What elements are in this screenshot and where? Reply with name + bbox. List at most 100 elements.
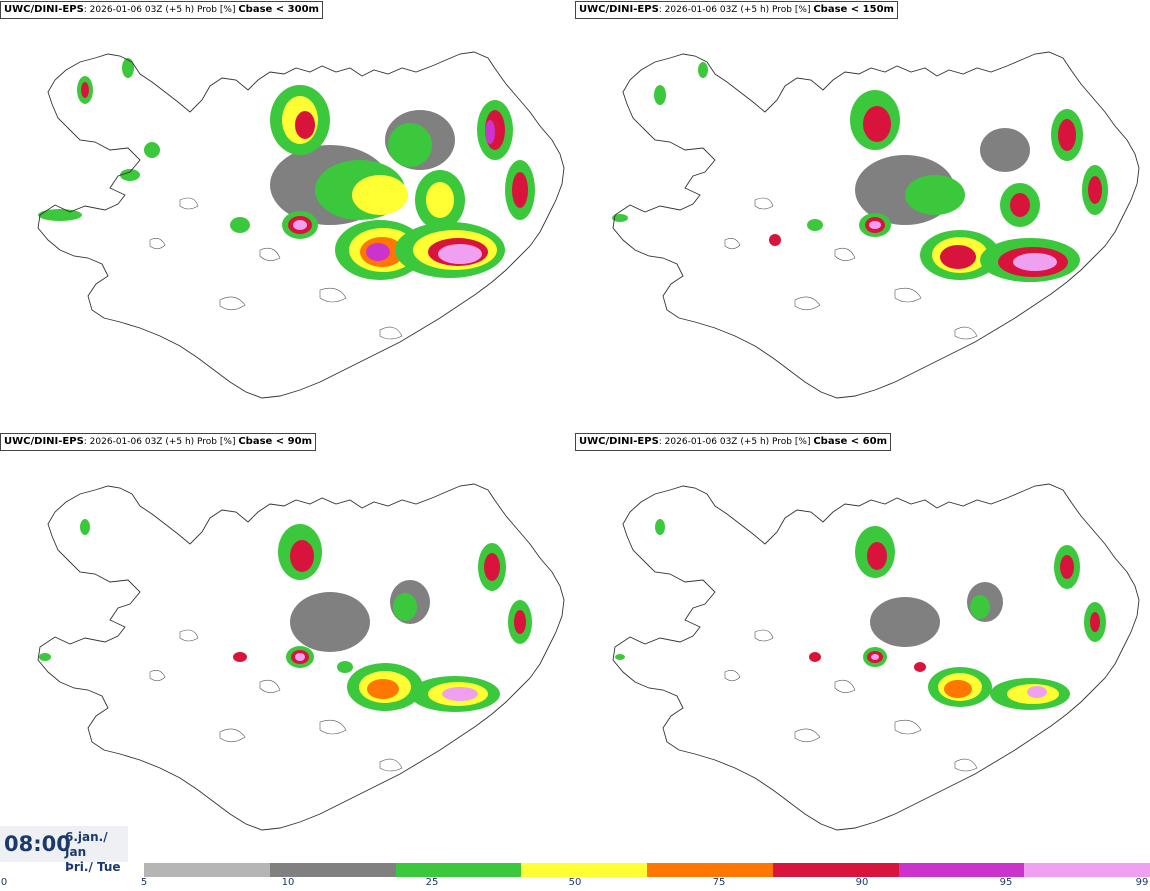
glacier-outline	[149, 670, 166, 682]
glacier-outline	[754, 629, 774, 642]
probability-area	[426, 182, 454, 218]
probability-area	[905, 175, 965, 215]
glacier-outline	[179, 197, 199, 210]
iceland-probability-map	[37, 483, 565, 831]
iceland-probability-map	[612, 51, 1140, 399]
probability-area	[367, 679, 399, 699]
probability-area	[512, 172, 528, 208]
valid-time-box: 08:00 6.jan./ Jan Þri./ Tue	[0, 826, 128, 874]
glacier-outline	[724, 238, 741, 250]
probability-area	[337, 661, 353, 673]
probability-area	[144, 142, 160, 158]
probability-area	[863, 106, 891, 142]
glacier-outline	[319, 719, 347, 735]
probability-area	[698, 62, 708, 78]
panel-header: UWC/DINI-EPS: 2026-01-06 03Z (+5 h) Prob…	[0, 1, 323, 19]
probability-area	[1058, 119, 1076, 151]
map-panel-cbase-60: UWC/DINI-EPS: 2026-01-06 03Z (+5 h) Prob…	[575, 432, 1150, 862]
probability-area	[970, 595, 990, 619]
legend-tick: 25	[425, 877, 439, 888]
glacier-outline	[379, 758, 403, 772]
glacier-outline	[724, 670, 741, 682]
iceland-coastline	[612, 51, 1140, 399]
valid-date-line1: 6.jan./ Jan	[65, 830, 108, 859]
probability-area	[871, 654, 879, 660]
probability-area	[485, 120, 495, 144]
probability-area	[388, 123, 432, 167]
probability-area	[80, 519, 90, 535]
probability-area	[914, 662, 926, 672]
probability-area	[393, 593, 417, 621]
valid-date-line2: Þri./ Tue	[65, 860, 121, 874]
panel-header: UWC/DINI-EPS: 2026-01-06 03Z (+5 h) Prob…	[0, 433, 317, 451]
glacier-outline	[319, 287, 347, 303]
color-bar-segment	[395, 863, 522, 877]
probability-area	[1010, 193, 1030, 217]
probability-area	[295, 653, 305, 661]
iceland-coastline	[37, 51, 565, 399]
glacier-outline	[219, 728, 246, 743]
map-panel-cbase-150: UWC/DINI-EPS: 2026-01-06 03Z (+5 h) Prob…	[575, 0, 1150, 430]
glacier-outline	[259, 247, 281, 261]
glacier-outline	[834, 679, 856, 693]
map-panel-cbase-90: UWC/DINI-EPS: 2026-01-06 03Z (+5 h) Prob…	[0, 432, 575, 862]
probability-area	[1090, 612, 1100, 632]
probability-area	[122, 58, 134, 78]
color-bar-segment	[772, 863, 899, 877]
probability-area	[869, 221, 881, 229]
glacier-outline	[954, 326, 978, 340]
probability-area	[769, 234, 781, 246]
iceland-coastline	[612, 483, 1140, 831]
probability-area	[366, 243, 390, 261]
panel-header: UWC/DINI-EPS: 2026-01-06 03Z (+5 h) Prob…	[575, 433, 892, 451]
probability-area	[295, 111, 315, 139]
glacier-outline	[754, 197, 774, 210]
legend-tick: 99	[1135, 877, 1149, 888]
probability-area	[233, 652, 247, 662]
probability-area	[807, 219, 823, 231]
probability-area	[867, 542, 887, 570]
probability-area	[809, 652, 821, 662]
iceland-coastline	[37, 483, 565, 831]
probability-area	[944, 680, 972, 698]
color-bar-segment	[647, 863, 773, 877]
color-bar-segment	[1024, 863, 1150, 877]
legend-tick: 95	[999, 877, 1013, 888]
legend-tick: 5	[140, 877, 148, 888]
color-bar-segment	[898, 863, 1025, 877]
probability-area	[230, 217, 250, 233]
probability-area	[442, 687, 478, 701]
probability-area	[1027, 686, 1047, 698]
color-bar-segment	[521, 863, 647, 877]
glacier-outline	[954, 758, 978, 772]
probability-area	[290, 592, 370, 652]
probability-area	[290, 540, 314, 572]
legend-tick: 75	[712, 877, 726, 888]
glacier-outline	[894, 287, 922, 303]
glacier-outline	[179, 629, 199, 642]
iceland-probability-map	[37, 51, 565, 399]
probability-area	[38, 209, 82, 221]
valid-date: 6.jan./ Jan Þri./ Tue	[65, 830, 128, 875]
legend-tick: 50	[568, 877, 582, 888]
panel-header: UWC/DINI-EPS: 2026-01-06 03Z (+5 h) Prob…	[575, 1, 898, 19]
probability-area	[980, 128, 1030, 172]
map-panel-cbase-300: UWC/DINI-EPS: 2026-01-06 03Z (+5 h) Prob…	[0, 0, 575, 430]
probability-area	[940, 245, 976, 269]
probability-area	[39, 653, 51, 661]
probability-area	[120, 169, 140, 181]
glacier-outline	[219, 296, 246, 311]
probability-area	[81, 82, 89, 98]
color-bar-segment	[269, 863, 396, 877]
probability-area	[1060, 555, 1074, 579]
iceland-probability-map	[612, 483, 1140, 831]
probability-area	[870, 597, 940, 647]
glacier-outline	[794, 296, 821, 311]
legend-tick: 0	[0, 877, 8, 888]
valid-time: 08:00	[4, 832, 71, 856]
color-bar-segment	[144, 863, 270, 877]
glacier-outline	[834, 247, 856, 261]
probability-area	[438, 244, 482, 264]
probability-area	[484, 553, 500, 581]
probability-area	[1088, 176, 1102, 204]
